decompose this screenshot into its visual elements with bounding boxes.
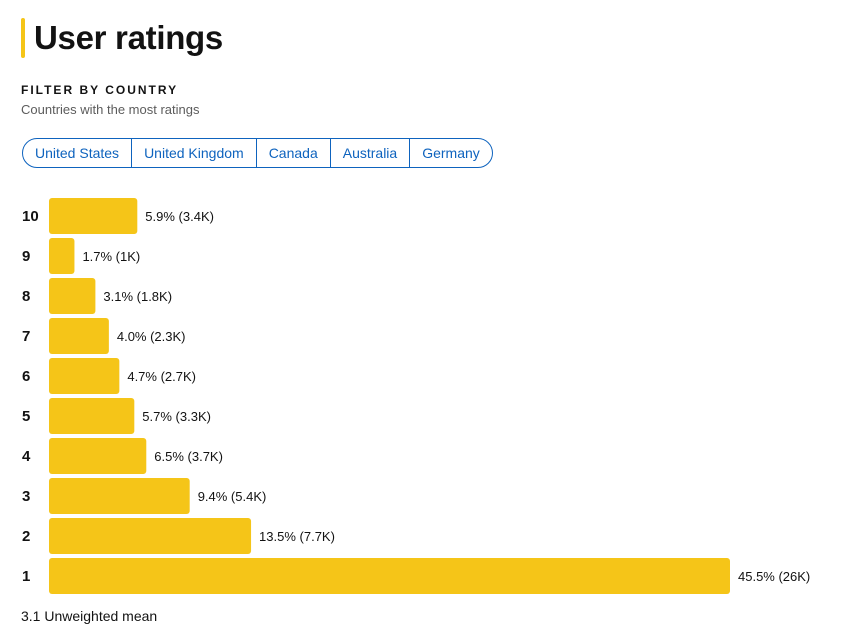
rating-value-label-7: 4.0% (2.3K) [117, 329, 186, 344]
rating-value-label-9: 1.7% (1K) [82, 249, 140, 264]
rating-bar-4[interactable] [49, 438, 147, 474]
unweighted-mean: 3.1 Unweighted mean [21, 608, 158, 624]
rating-label-3: 3 [22, 488, 30, 505]
filter-subheading: Countries with the most ratings [21, 102, 200, 117]
page-header: User ratings [21, 18, 223, 58]
rating-bar-10[interactable] [49, 198, 138, 234]
rating-label-9: 9 [22, 248, 30, 265]
rating-label-7: 7 [22, 328, 30, 345]
country-filter-chips: United States United Kingdom Canada Aust… [22, 138, 493, 168]
page-title: User ratings [34, 19, 223, 56]
ratings-bar-chart: 10 5.9% (3.4K) 9 1.7% (1K) 8 3.1% (1.8K) 7 4.0%… [22, 198, 810, 594]
rating-label-10: 10 [22, 208, 39, 225]
chip-united-kingdom[interactable]: United Kingdom [132, 139, 257, 167]
rating-value-label-3: 9.4% (5.4K) [198, 489, 267, 504]
rating-value-label-6: 4.7% (2.7K) [127, 369, 196, 384]
rating-label-1: 1 [22, 568, 30, 585]
rating-label-2: 2 [22, 528, 30, 545]
rating-value-label-8: 3.1% (1.8K) [103, 289, 172, 304]
rating-bar-3[interactable] [49, 478, 190, 514]
rating-value-label-10: 5.9% (3.4K) [145, 209, 214, 224]
rating-label-6: 6 [22, 368, 30, 385]
rating-bar-5[interactable] [49, 398, 135, 434]
rating-bar-1[interactable] [49, 558, 730, 594]
rating-bar-9[interactable] [49, 238, 75, 274]
rating-label-4: 4 [22, 448, 31, 465]
rating-label-5: 5 [22, 408, 30, 425]
filter-heading: FILTER BY COUNTRY [21, 83, 179, 97]
title-accent-bar [21, 18, 25, 58]
rating-bar-2[interactable] [49, 518, 252, 554]
chip-united-states[interactable]: United States [23, 139, 133, 167]
rating-bar-6[interactable] [49, 358, 120, 394]
chip-canada[interactable]: Canada [257, 139, 331, 167]
rating-value-label-5: 5.7% (3.3K) [142, 409, 211, 424]
rating-bar-8[interactable] [49, 278, 96, 314]
chip-germany[interactable]: Germany [422, 145, 480, 161]
rating-value-label-4: 6.5% (3.7K) [154, 449, 223, 464]
rating-label-8: 8 [22, 288, 30, 305]
chip-australia[interactable]: Australia [331, 139, 411, 167]
rating-value-label-2: 13.5% (7.7K) [259, 529, 335, 544]
rating-value-label-1: 45.5% (26K) [738, 569, 810, 584]
rating-bar-7[interactable] [49, 318, 109, 354]
